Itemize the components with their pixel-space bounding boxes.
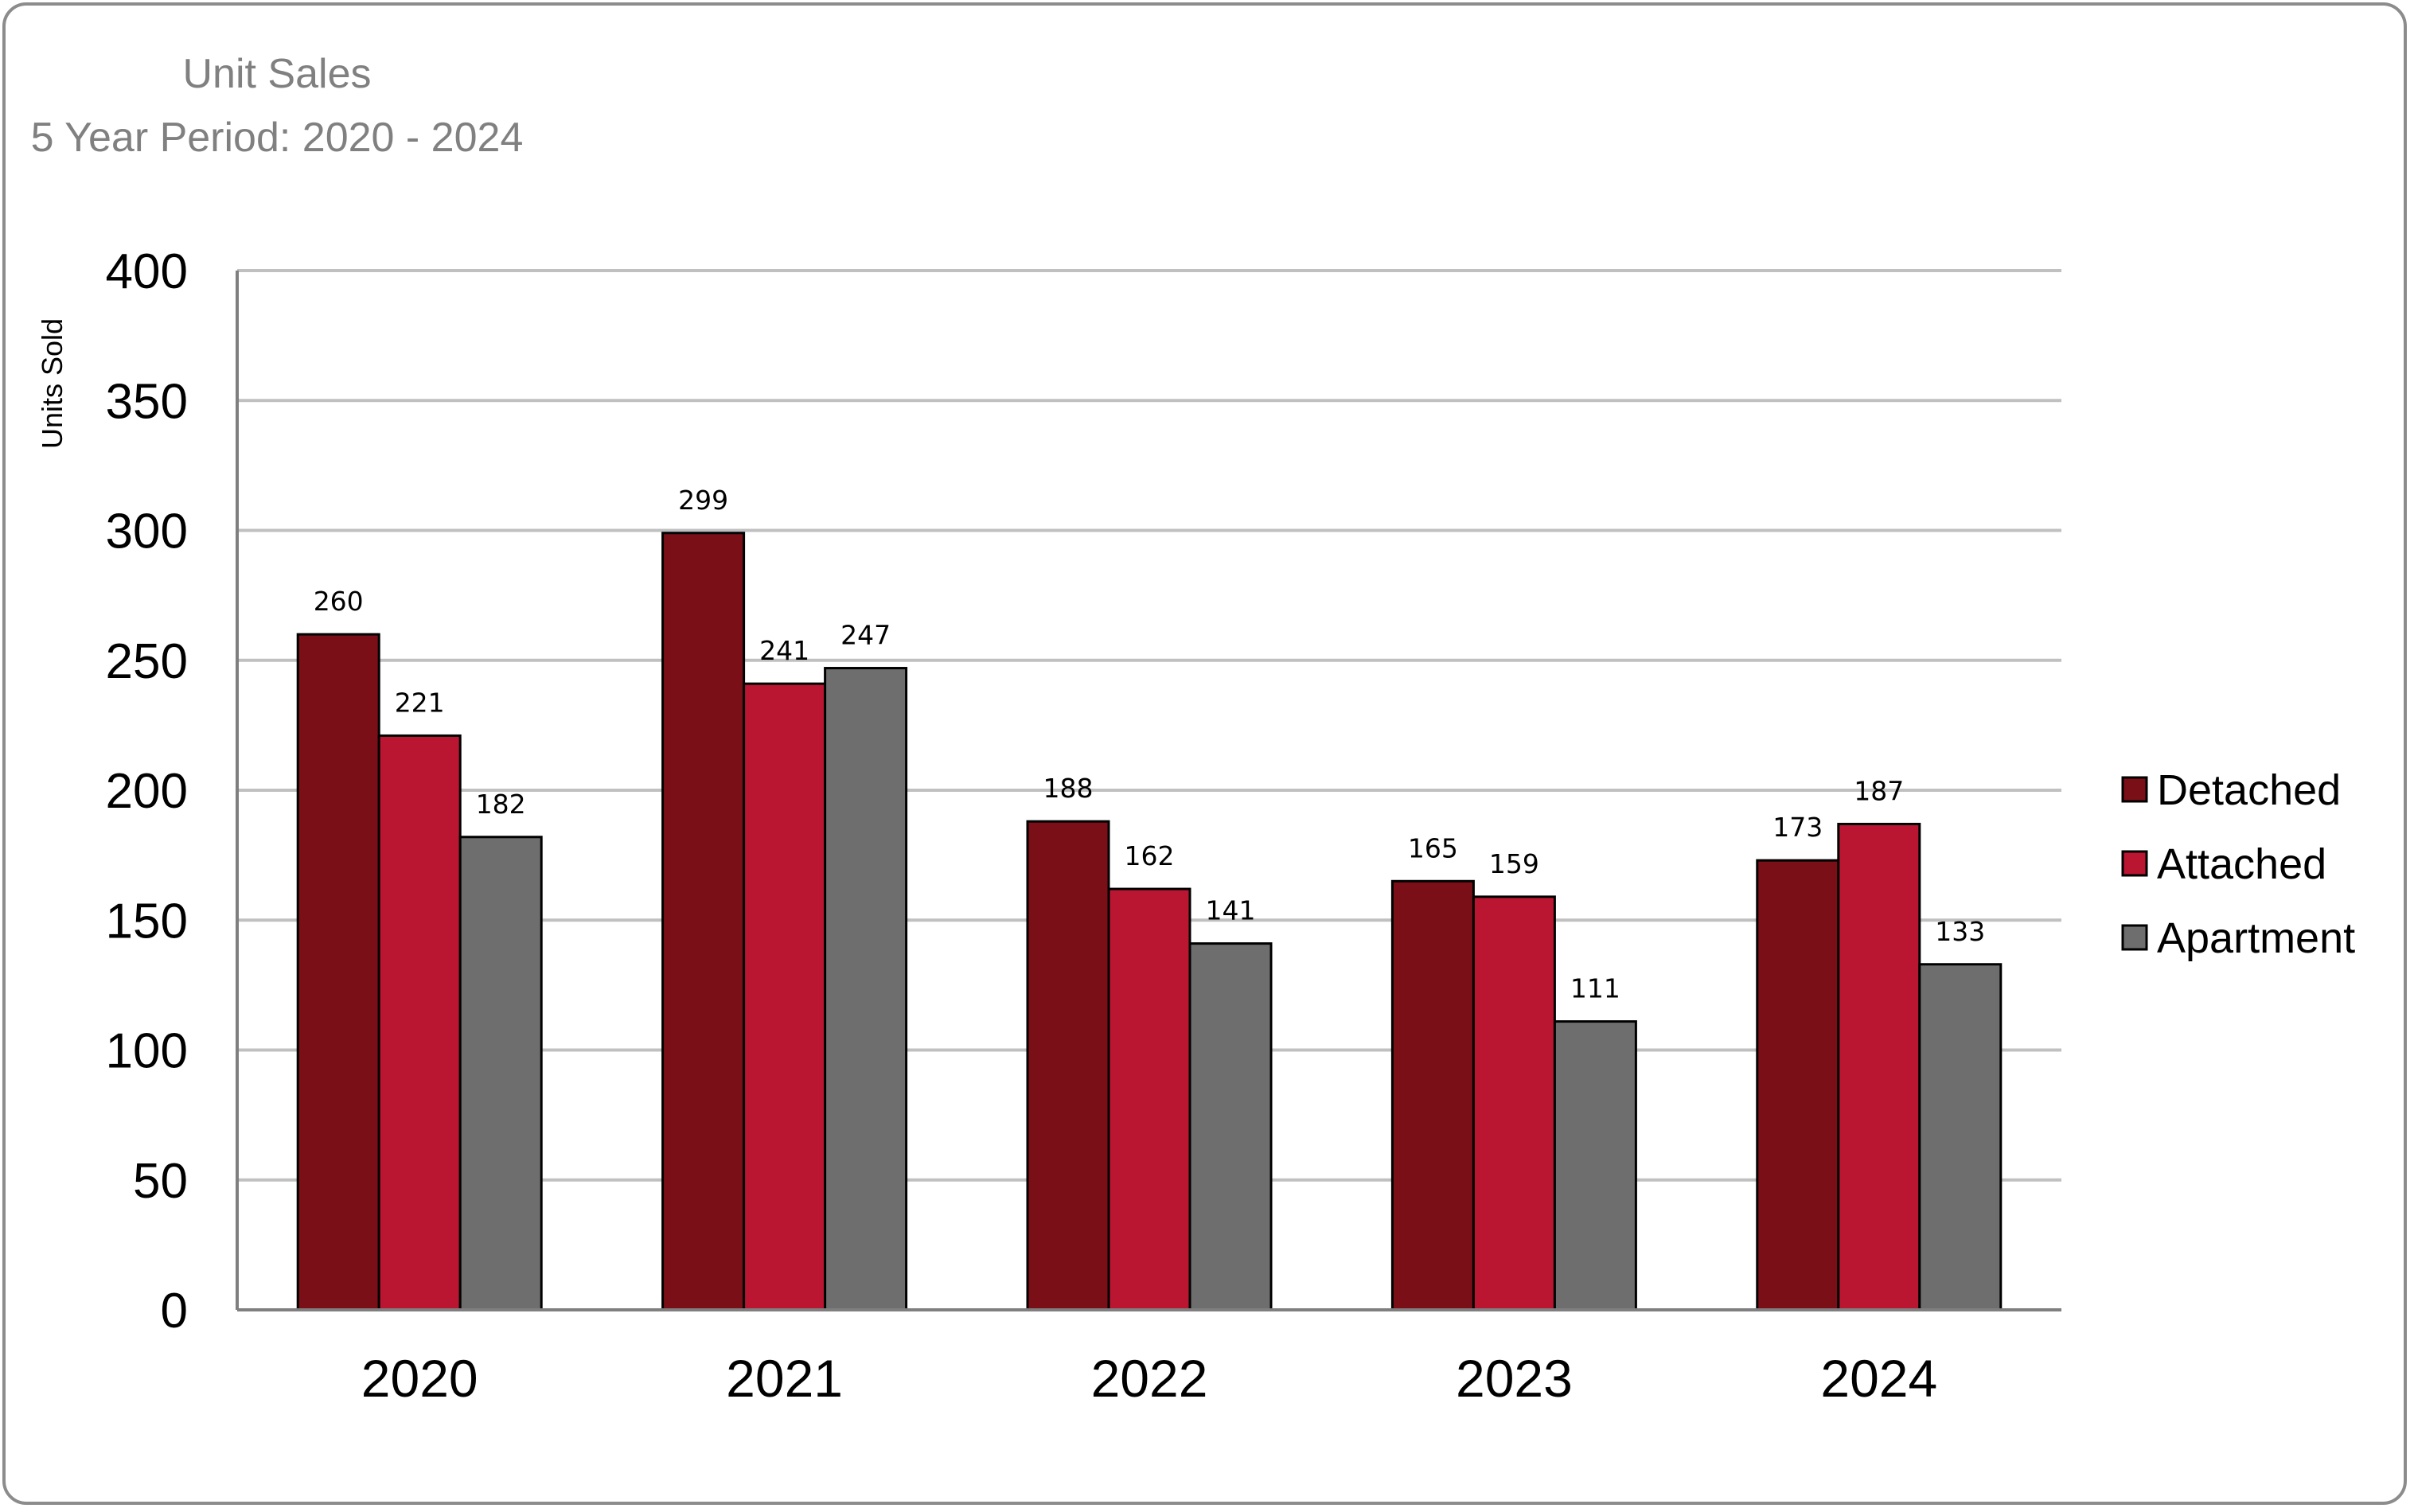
y-tick-label: 300 [106,505,188,559]
y-tick-label: 400 [106,244,188,299]
data-label: 221 [395,687,445,718]
data-label: 188 [1043,773,1094,804]
data-label: 241 [759,635,809,666]
chart-subtitle: 5 Year Period: 2020 - 2024 [31,115,524,161]
y-tick-label: 50 [133,1154,188,1209]
bar [1026,820,1110,1311]
bar [1837,822,1921,1311]
data-label: 187 [1854,775,1904,806]
y-tick-label: 0 [161,1284,188,1339]
bar [1472,895,1556,1311]
legend-label: Detached [2157,766,2341,814]
x-tick-label: 2024 [1820,1349,1937,1408]
y-axis-label: Units Sold [36,318,68,449]
bar [1188,942,1273,1311]
data-label: 133 [1935,916,1985,947]
y-tick-label: 250 [106,634,188,689]
data-labels: 260 221 182 299 241 247 188 162 141 165 159 111 173 1… [314,485,1986,1004]
x-tick-label: 2022 [1091,1349,1208,1408]
axes: 0 50 100 150 200 250 300 350 400 2020 2021 2022 2023… [106,244,2061,1408]
y-tick-label: 200 [106,764,188,819]
data-label: 299 [678,485,728,516]
legend-label: Attached [2157,840,2326,888]
y-tick-label: 100 [106,1024,188,1079]
bar [377,734,462,1311]
legend-swatch [2121,924,2148,951]
bar [661,532,746,1311]
data-label: 141 [1206,895,1256,926]
x-tick-label: 2023 [1456,1349,1573,1408]
data-label: 159 [1489,848,1539,879]
bar [743,682,827,1311]
y-tick-label: 350 [106,374,188,429]
bar [458,836,543,1311]
bars [296,532,2003,1311]
legend-swatch [2121,850,2148,877]
data-label: 165 [1408,832,1458,863]
bar [1553,1020,1637,1311]
x-tick-label: 2021 [726,1349,843,1408]
bar [296,633,380,1311]
legend: Detached Attached Apartment [2121,766,2355,962]
y-tick-label: 150 [106,894,188,949]
data-label: 162 [1125,840,1175,871]
data-label: 173 [1772,812,1823,843]
bar [824,667,908,1311]
chart-title: Unit Sales [183,51,372,97]
legend-swatch [2121,776,2148,803]
data-label: 247 [840,620,891,651]
data-label: 260 [314,586,364,617]
bar [1107,887,1191,1311]
legend-label: Apartment [2157,914,2355,962]
bar [1756,859,1840,1311]
bar [1918,963,2003,1311]
x-tick-label: 2020 [361,1349,478,1408]
data-label: 182 [476,789,526,820]
data-label: 111 [1570,973,1620,1004]
bar [1390,879,1475,1311]
